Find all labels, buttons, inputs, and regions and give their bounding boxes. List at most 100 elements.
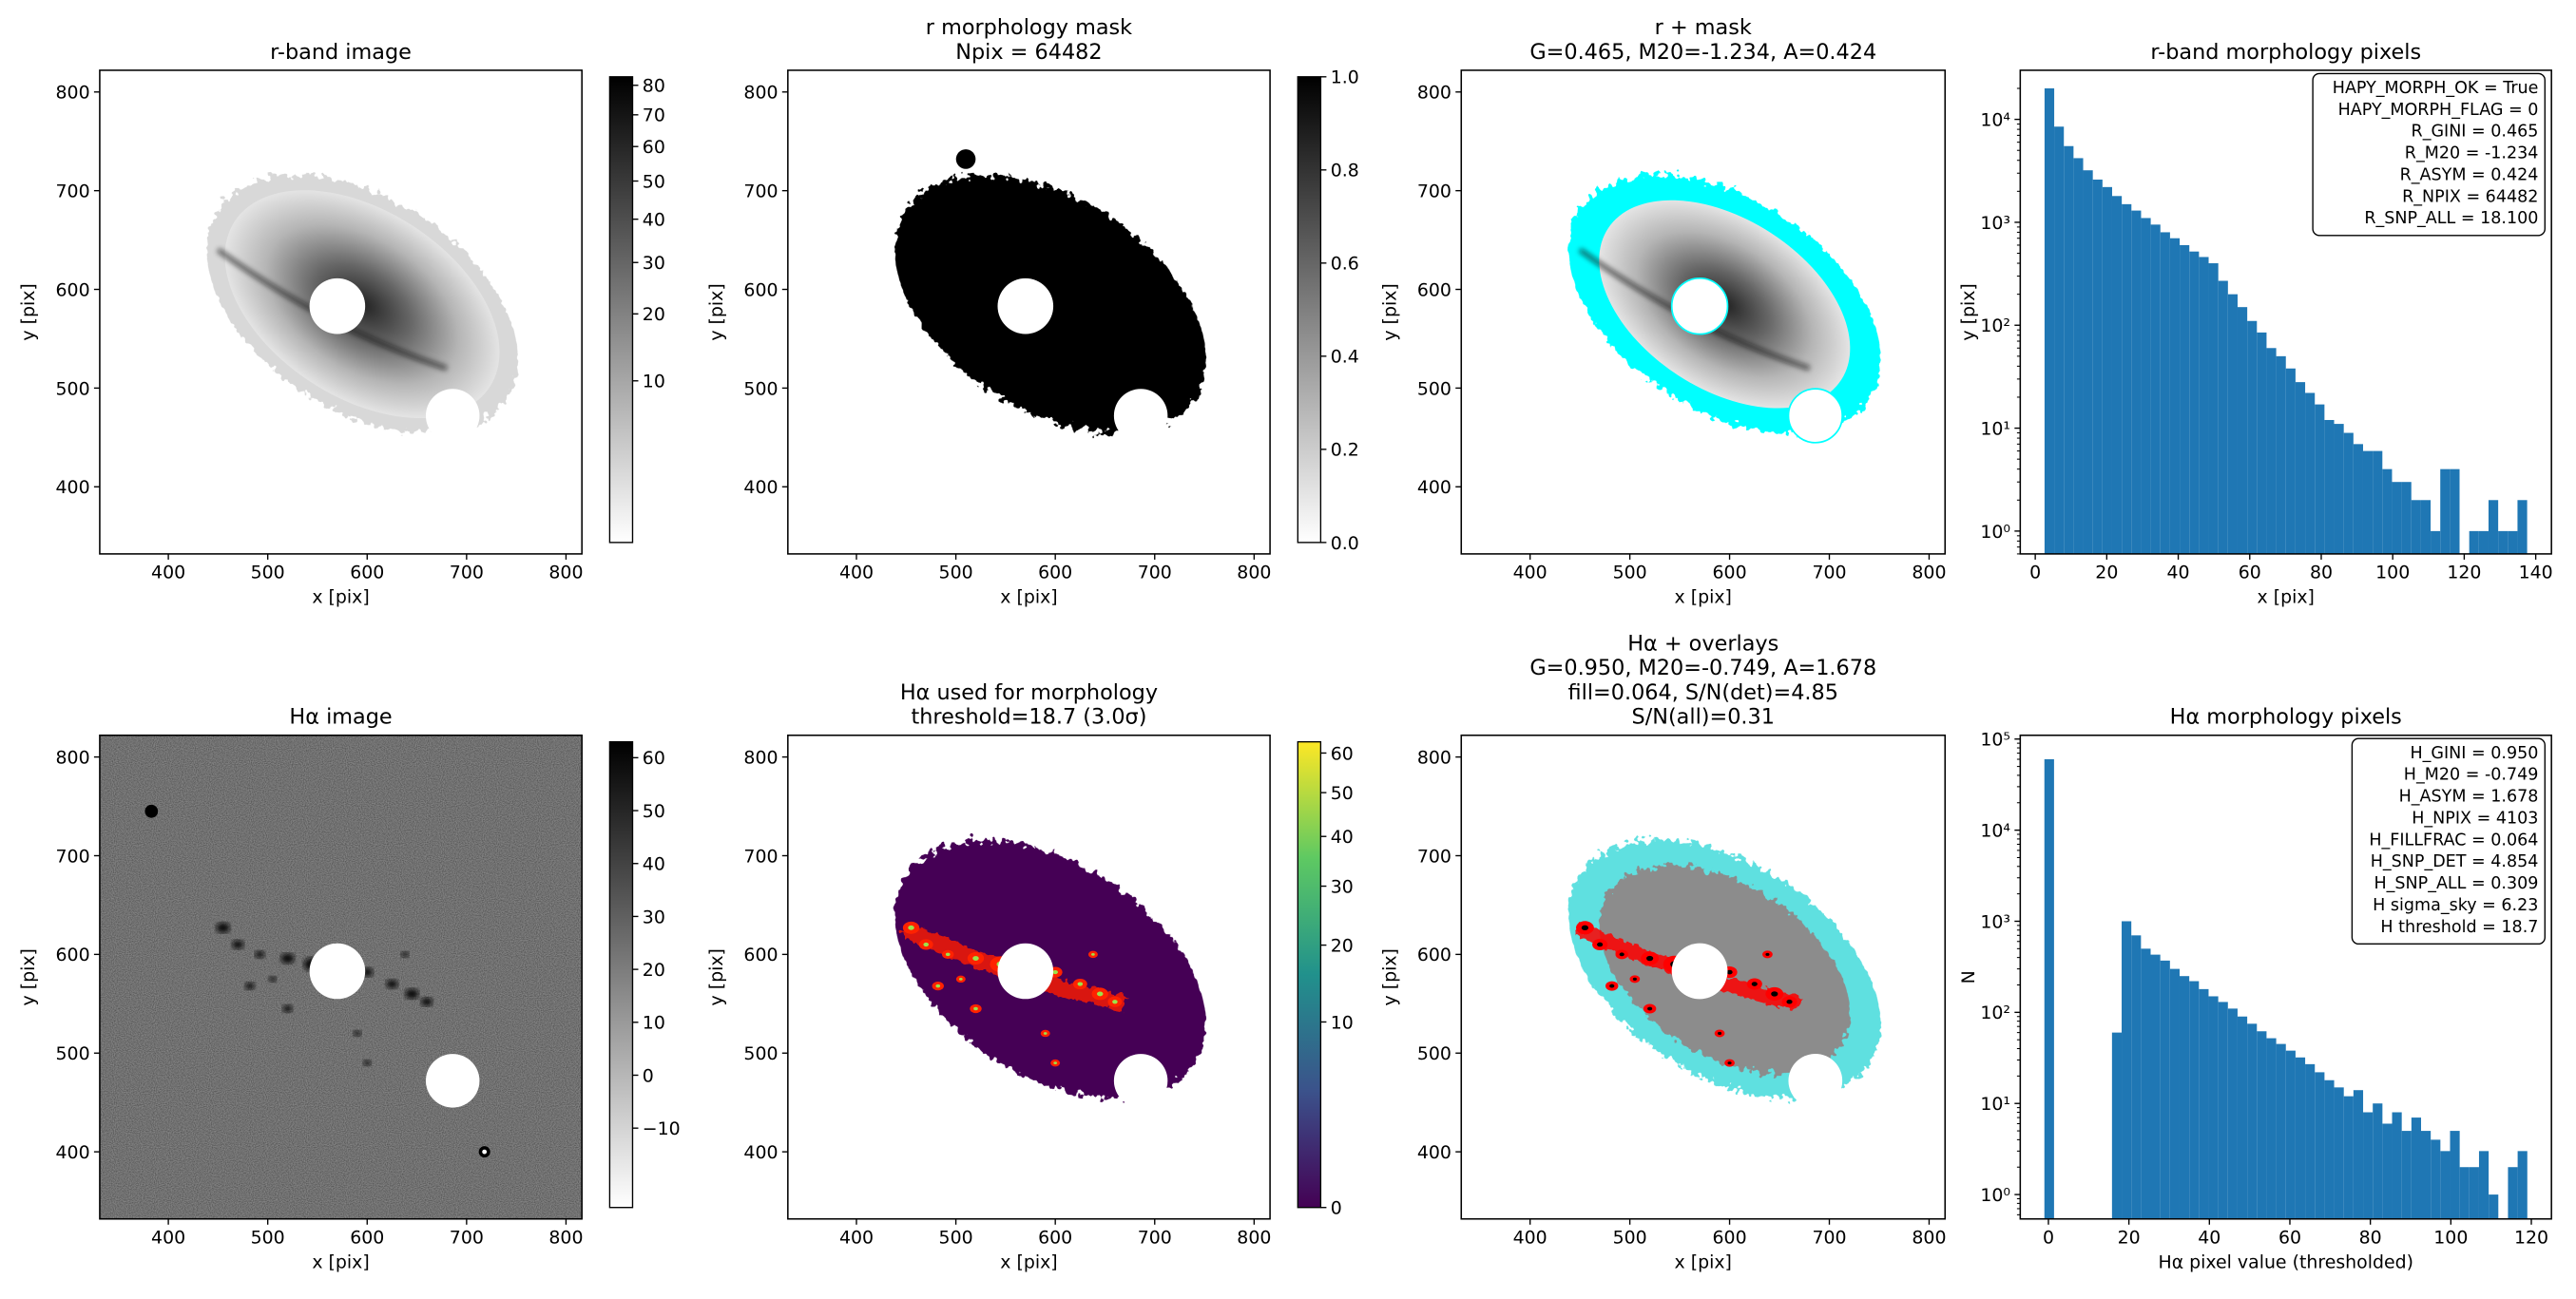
bar — [2295, 1057, 2306, 1219]
x-tick-label: 0 — [2043, 1228, 2054, 1249]
emission-knot — [353, 1030, 361, 1037]
colorbar-tick-label: 50 — [643, 171, 665, 192]
bar — [2363, 1112, 2374, 1219]
y-tick-label: 600 — [1417, 945, 1451, 965]
y-tick-label: 800 — [743, 748, 778, 769]
masked-star — [1787, 388, 1844, 444]
emission-knot — [268, 976, 278, 983]
bar — [2122, 921, 2132, 1219]
emission-knot — [1091, 952, 1095, 956]
bar — [2257, 332, 2267, 554]
y-tick-label: 500 — [1417, 378, 1451, 399]
emission-knot — [280, 953, 295, 964]
plot-area — [894, 840, 1206, 1108]
bar — [2517, 1151, 2528, 1219]
bar — [2305, 392, 2316, 554]
y-axis-label: y [pix] — [18, 948, 39, 1005]
panel-title: G=0.465, M20=-1.234, A=0.424 — [1529, 40, 1876, 65]
bar — [2334, 424, 2344, 554]
bar — [2073, 158, 2084, 554]
bar — [2421, 1131, 2432, 1219]
x-axis-label: x [pix] — [1675, 1251, 1732, 1272]
y-tick-label: 500 — [56, 1043, 90, 1064]
bar — [2343, 432, 2354, 554]
point-source — [144, 804, 159, 818]
plot-area — [206, 175, 518, 443]
colorbar-tick-label: 30 — [1331, 876, 1354, 897]
panel-title: fill=0.064, S/N(det)=4.85 — [1568, 680, 1838, 705]
colorbar-tick-label: 60 — [1331, 743, 1354, 764]
bar — [2431, 1139, 2441, 1219]
annotation-line: H_FILLFRAC = 0.064 — [2369, 831, 2538, 850]
y-tick-label: 800 — [56, 83, 90, 104]
bar — [2218, 280, 2228, 554]
bar — [2324, 419, 2335, 554]
bar — [2305, 1063, 2316, 1219]
y-axis-label: y [pix] — [706, 948, 727, 1005]
panel-title: Npix = 64482 — [955, 40, 1102, 65]
emission-knot — [400, 951, 410, 958]
x-axis-label: x [pix] — [1000, 586, 1057, 607]
y-axis-label: y [pix] — [18, 283, 39, 340]
y-axis-label: y [pix] — [706, 283, 727, 340]
bar — [2227, 294, 2238, 554]
x-tick-label: 600 — [350, 563, 384, 583]
bar — [2373, 450, 2383, 554]
x-tick-label: 800 — [1912, 1228, 1946, 1249]
y-tick-label: 10¹ — [1980, 1094, 2010, 1115]
bar — [2160, 960, 2170, 1219]
x-tick-label: 700 — [450, 1228, 484, 1249]
x-tick-label: 700 — [1138, 563, 1172, 583]
annotation-line: H threshold = 18.7 — [2380, 918, 2538, 937]
emission-knot — [420, 997, 433, 1006]
bar — [2324, 1079, 2335, 1219]
colorbar — [1297, 76, 1322, 544]
colorbar-tick-label: 0.4 — [1331, 347, 1359, 368]
x-tick-label: 100 — [2375, 563, 2410, 583]
panel-title: Hα morphology pixels — [2170, 705, 2402, 730]
emission-knot — [1043, 1032, 1048, 1035]
annotation-line: H sigma_sky = 6.23 — [2373, 896, 2538, 915]
emission-knot — [1096, 991, 1104, 997]
x-tick-label: 600 — [1038, 1228, 1072, 1249]
bar — [2141, 948, 2151, 1219]
x-tick-label: 40 — [2198, 1228, 2220, 1249]
panel-title: Hα image — [289, 705, 392, 730]
y-tick-label: 700 — [1417, 846, 1451, 867]
bar — [2169, 968, 2180, 1219]
x-tick-label: 80 — [2359, 1228, 2382, 1249]
bar — [2508, 1167, 2518, 1219]
colorbar-tick-label: 40 — [1331, 827, 1354, 848]
x-tick-label: 800 — [1237, 563, 1271, 583]
bar — [2092, 179, 2103, 554]
colorbar — [608, 76, 634, 544]
masked-star — [997, 277, 1054, 334]
bar — [2102, 186, 2112, 554]
bar — [2208, 996, 2219, 1219]
bar — [2498, 530, 2509, 554]
bar — [2488, 500, 2499, 554]
emission-knot — [1632, 977, 1637, 981]
x-tick-label: 500 — [1613, 563, 1647, 583]
bar — [2199, 257, 2209, 554]
annotation-line: H_ASYM = 1.678 — [2399, 788, 2539, 807]
masked-star — [1113, 389, 1168, 443]
annotation-line: R_GINI = 0.465 — [2412, 123, 2539, 142]
x-tick-label: 40 — [2167, 563, 2190, 583]
bar — [2411, 500, 2421, 554]
x-tick-label: 400 — [839, 1228, 874, 1249]
y-tick-label: 10⁰ — [1980, 522, 2010, 543]
y-tick-label: 600 — [743, 279, 778, 300]
emission-knot — [216, 922, 230, 933]
y-tick-label: 600 — [743, 945, 778, 965]
bar — [2469, 530, 2479, 554]
y-tick-label: 800 — [1417, 83, 1451, 104]
axes-frame — [99, 734, 583, 1220]
x-tick-label: 100 — [2433, 1228, 2468, 1249]
emission-knot — [1751, 982, 1758, 986]
bar — [2362, 450, 2374, 554]
bar — [2295, 382, 2306, 554]
bar — [2450, 468, 2460, 554]
x-tick-label: 400 — [1513, 1228, 1548, 1249]
bar — [2459, 1167, 2470, 1219]
